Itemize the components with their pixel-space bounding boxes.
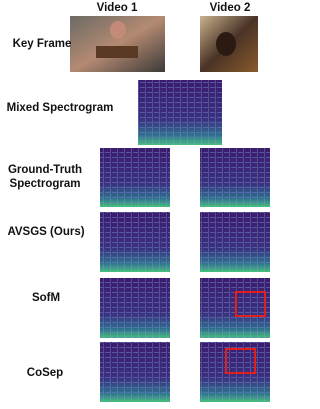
column-header: Video 2 <box>210 2 251 14</box>
spectrogram-texture <box>100 278 170 338</box>
highlight-box <box>225 348 256 374</box>
key-frame-detail <box>110 21 126 39</box>
spectrogram-texture <box>200 148 270 207</box>
spectrogram-texture <box>138 80 222 145</box>
spectrogram-texture <box>200 212 270 272</box>
row-label: SofM <box>32 292 60 304</box>
row-label: Mixed Spectrogram <box>7 102 114 114</box>
row-label: Key Frame <box>13 38 72 50</box>
spectrogram-texture <box>100 212 170 272</box>
row-label: AVSGS (Ours) <box>7 226 84 238</box>
key-frame-detail <box>216 32 236 56</box>
key-frame-detail <box>96 46 138 58</box>
row-label: Ground-Truth <box>8 164 82 176</box>
figure: Video 1 Video 2 Key Frame Mixed Spectrogr… <box>7 2 270 402</box>
row-label: CoSep <box>27 367 63 379</box>
column-header: Video 1 <box>97 2 138 14</box>
spectrogram-texture <box>100 148 170 207</box>
highlight-box <box>235 291 266 317</box>
row-labels: Key Frame Mixed Spectrogram Ground-Truth Sp… <box>7 38 114 379</box>
spectrograms <box>100 80 270 402</box>
page: {"header": {"columns": ["Video 1", "Vide… <box>6 2 270 402</box>
spectrogram-texture <box>100 342 170 402</box>
row-label: Spectrogram <box>10 178 81 190</box>
